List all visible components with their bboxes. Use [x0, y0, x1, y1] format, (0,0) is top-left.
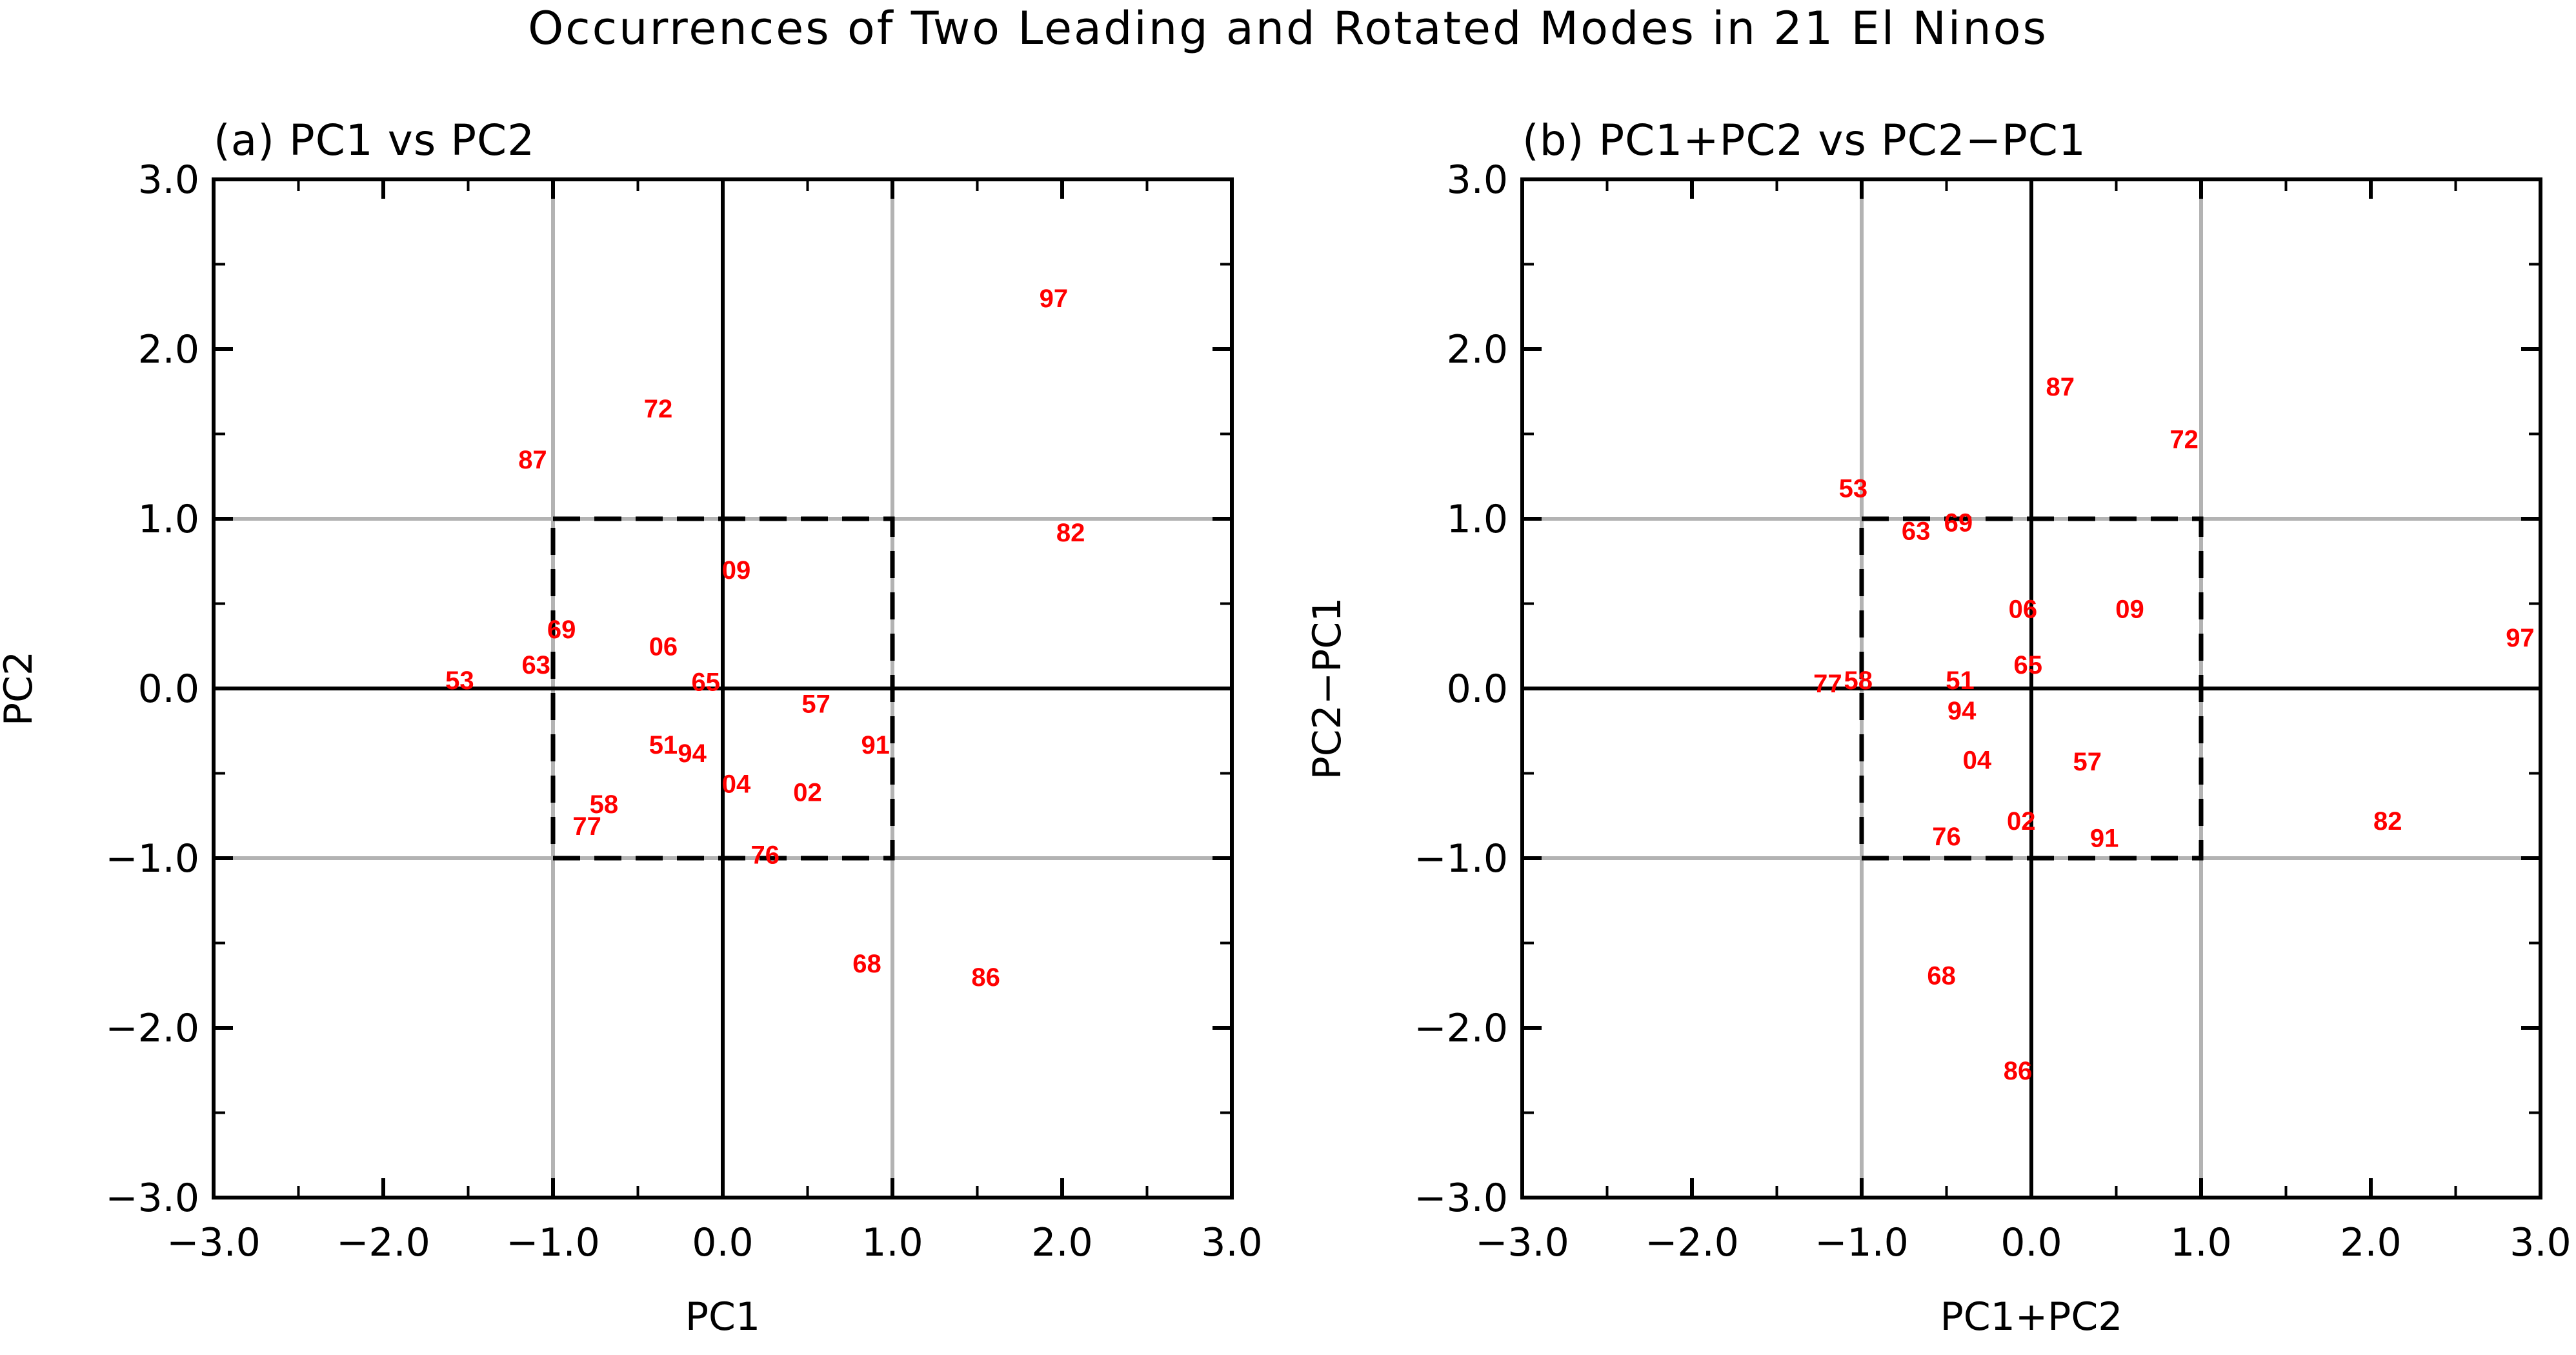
data-point-97: 97 — [1040, 285, 1069, 313]
x-tick-label: 3.0 — [2510, 1220, 2571, 1265]
data-point-94: 94 — [1947, 697, 1977, 725]
data-point-09: 09 — [722, 556, 751, 585]
data-point-87: 87 — [2046, 373, 2075, 401]
data-point-04: 04 — [722, 770, 751, 798]
y-tick-label: 0.0 — [138, 667, 199, 712]
panel-b: −3.0−3.0 −2.0 −2.0 −1.0 −1.0 0.0 0.0 1.0 1.0 2.0 2… — [1305, 115, 2571, 1340]
x-axis-label: PC1+PC2 — [1940, 1294, 2123, 1340]
x-tick-label: −2.0 — [336, 1220, 430, 1265]
data-point-91: 91 — [861, 731, 890, 759]
y-tick-label: −2.0 — [105, 1006, 199, 1051]
x-tick-label: 2.0 — [1031, 1220, 1092, 1265]
dashed-box — [550, 516, 895, 861]
x-tick-label: 2.0 — [2340, 1220, 2401, 1265]
x-tick-label: −3.0 — [166, 1220, 261, 1265]
data-point-87: 87 — [518, 446, 547, 474]
data-point-57: 57 — [801, 690, 830, 719]
data-point-82: 82 — [1056, 519, 1085, 547]
y-tick-label: −3.0 — [1414, 1176, 1508, 1221]
data-point-06: 06 — [649, 632, 678, 661]
y-tick-label: 0.0 — [1447, 667, 1508, 712]
data-point-76: 76 — [1932, 823, 1961, 851]
x-tick-label: −1.0 — [506, 1220, 600, 1265]
y-tick-label: 1.0 — [138, 497, 199, 542]
panel-title: (a) PC1 vs PC2 — [214, 115, 535, 165]
data-point-68: 68 — [1927, 961, 1956, 990]
data-point-51: 51 — [649, 731, 678, 759]
data-point-06: 06 — [2009, 595, 2038, 623]
data-point-77: 77 — [572, 812, 601, 841]
x-tick-label: −3.0 — [1475, 1220, 1569, 1265]
x-tick-label: 1.0 — [2170, 1220, 2231, 1265]
data-point-53: 53 — [1839, 475, 1868, 503]
y-axis-label: PC2−PC1 — [1305, 597, 1350, 780]
data-point-58: 58 — [1844, 667, 1873, 695]
data-point-58: 58 — [590, 790, 619, 819]
data-point-69: 69 — [1944, 508, 1973, 537]
data-point-82: 82 — [2373, 807, 2402, 836]
panel-title: (b) PC1+PC2 vs PC2−PC1 — [1522, 115, 2086, 165]
data-point-02: 02 — [2007, 807, 2036, 836]
data-point-86: 86 — [971, 963, 1000, 992]
y-tick-label: −1.0 — [105, 836, 199, 881]
data-point-94: 94 — [678, 739, 707, 768]
y-tick-label: −2.0 — [1414, 1006, 1508, 1051]
y-tick-label: 3.0 — [1447, 157, 1508, 203]
panel-a: −3.0−3.0 −2.0 −2.0 −1.0 −1.0 0.0 0.0 1.0 1.0 2.0 2… — [0, 115, 1263, 1340]
data-point-53: 53 — [445, 667, 474, 695]
dashed-box — [1859, 516, 2204, 861]
data-point-63: 63 — [521, 651, 550, 679]
x-tick-label: 0.0 — [692, 1220, 753, 1265]
data-point-51: 51 — [1946, 667, 1975, 695]
data-point-04: 04 — [1963, 746, 1992, 774]
data-point-76: 76 — [751, 841, 780, 870]
y-axis-label: PC2 — [0, 651, 41, 726]
x-tick-label: 3.0 — [1201, 1220, 1262, 1265]
data-point-97: 97 — [2506, 624, 2535, 652]
y-tick-label: 2.0 — [138, 327, 199, 372]
data-point-91: 91 — [2090, 824, 2119, 852]
y-tick-label: 3.0 — [138, 157, 199, 203]
data-point-65: 65 — [691, 668, 720, 696]
data-point-63: 63 — [1902, 517, 1931, 545]
data-point-86: 86 — [2004, 1057, 2033, 1085]
y-tick-label: −1.0 — [1414, 836, 1508, 881]
data-point-57: 57 — [2073, 748, 2102, 776]
figure-title: Occurrences of Two Leading and Rotated M… — [528, 2, 2048, 55]
data-point-72: 72 — [644, 395, 673, 423]
x-tick-label: 0.0 — [2000, 1220, 2062, 1265]
data-point-68: 68 — [852, 950, 881, 978]
x-tick-label: −1.0 — [1815, 1220, 1909, 1265]
x-axis-label: PC1 — [685, 1294, 760, 1340]
data-point-65: 65 — [2013, 651, 2042, 679]
y-tick-label: −3.0 — [105, 1176, 199, 1221]
x-tick-label: 1.0 — [861, 1220, 923, 1265]
y-tick-label: 2.0 — [1447, 327, 1508, 372]
data-point-02: 02 — [793, 778, 822, 807]
x-tick-label: −2.0 — [1645, 1220, 1739, 1265]
data-point-77: 77 — [1813, 670, 1842, 698]
y-tick-label: 1.0 — [1447, 497, 1508, 542]
data-point-09: 09 — [2115, 595, 2144, 623]
data-point-69: 69 — [547, 616, 576, 644]
data-point-72: 72 — [2169, 425, 2199, 454]
